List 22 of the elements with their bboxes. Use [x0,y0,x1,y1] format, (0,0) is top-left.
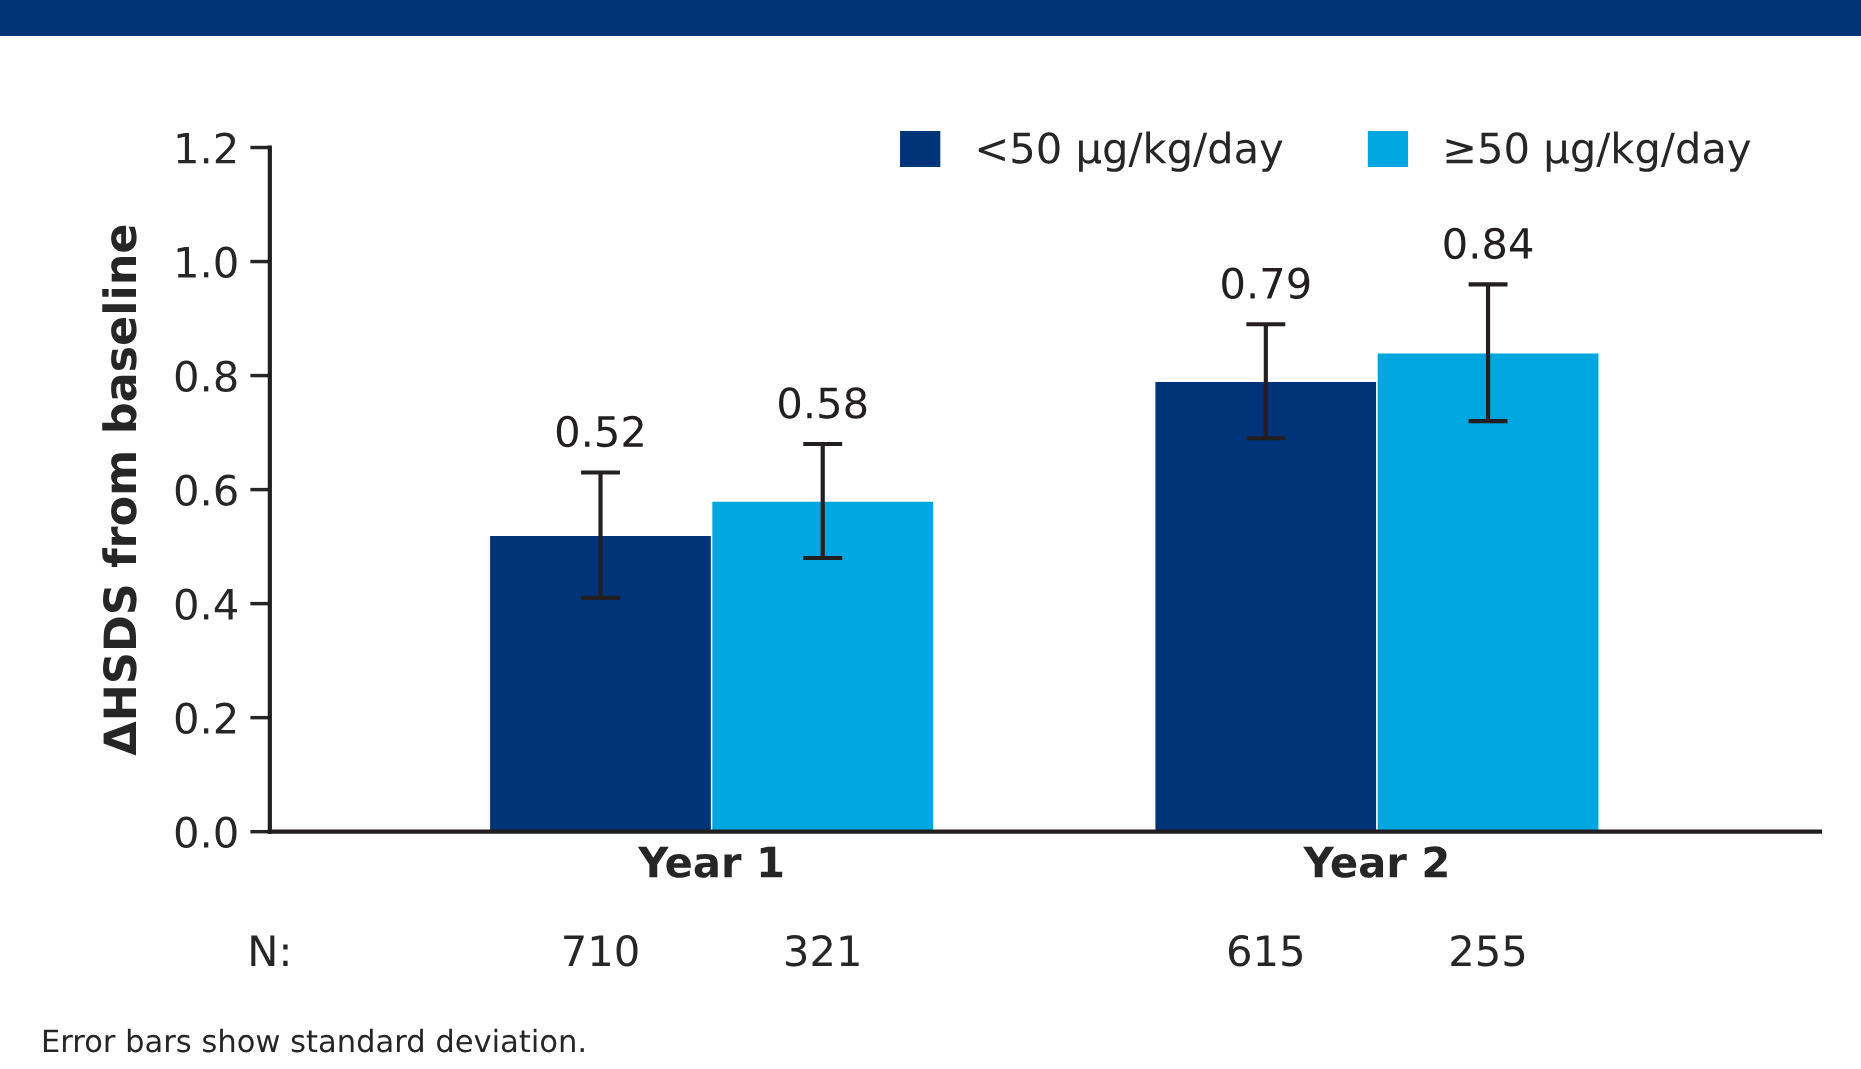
y-tick-label: 0.8 [175,360,237,392]
text: 321 [786,935,859,967]
y-tick-label: 0.2 [175,702,236,735]
text: 710 [564,935,638,967]
text: 615 [1228,935,1302,967]
x-tick-label: Year 2 [1303,846,1447,878]
x-tick-label: Year 1 [637,846,783,878]
text: N: [251,935,288,966]
y-axis-title: ΔHSDS from baseline [102,225,137,756]
y-tick-label: 0.6 [175,474,237,507]
legend-label: <50 µg/kg/day [978,131,1283,172]
text: 1.0 [177,246,237,278]
y-tick-label: 1.2 [177,132,236,164]
text: Error bars show standard deviation. [43,1028,584,1053]
data-label: 0.52 [556,415,643,448]
text: 0.0 [175,816,237,849]
data-label: 0.84 [1444,227,1533,260]
data-label: 0.58 [779,387,867,419]
y-tick-label: 0.4 [175,588,237,621]
data-label: 0.79 [1222,267,1310,300]
legend-label: ≥50 µg/kg/day [1446,131,1751,172]
text: 255 [1451,935,1525,967]
